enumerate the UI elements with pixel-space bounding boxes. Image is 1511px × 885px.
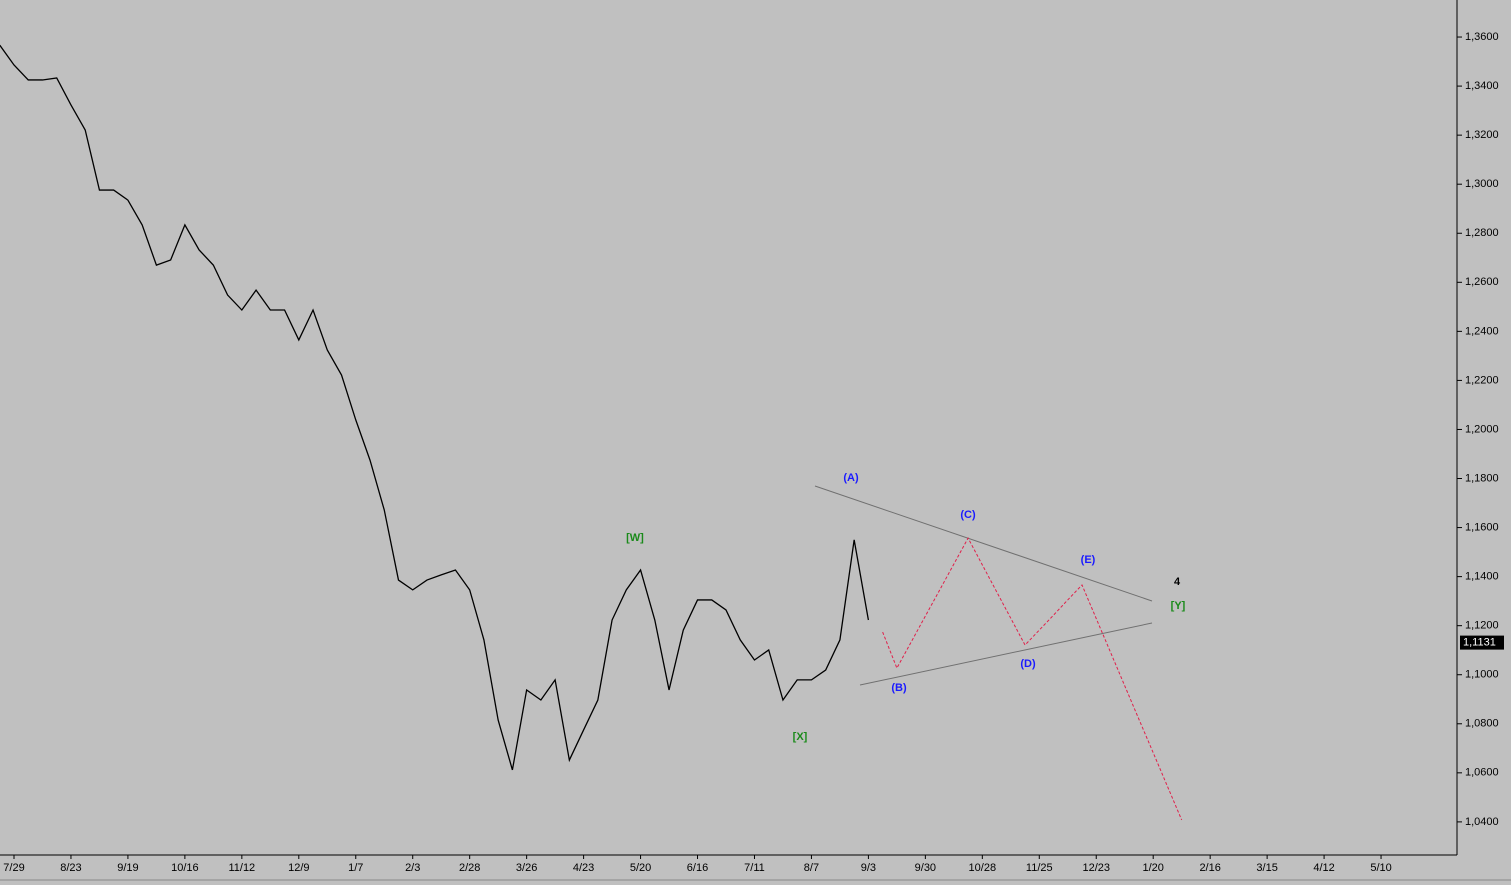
y-tick-label: 1,2600 [1465, 276, 1499, 288]
wave-label: (E) [1081, 554, 1096, 566]
x-tick-label: 10/16 [171, 862, 199, 874]
y-tick-label: 1,2000 [1465, 423, 1499, 435]
x-tick-label: 2/3 [405, 862, 420, 874]
x-tick-label: 1/7 [348, 862, 363, 874]
y-tick-label: 1,1200 [1465, 620, 1499, 632]
x-tick-label: 9/19 [117, 862, 138, 874]
y-tick-label: 1,0800 [1465, 718, 1499, 730]
wave-label: (C) [960, 509, 976, 521]
x-tick-label: 6/16 [687, 862, 708, 874]
x-tick-label: 8/7 [804, 862, 819, 874]
y-tick-label: 1,3200 [1465, 129, 1499, 141]
x-tick-label: 3/26 [516, 862, 537, 874]
y-tick-label: 1,2800 [1465, 227, 1499, 239]
y-tick-label: 1,1600 [1465, 521, 1499, 533]
y-tick-label: 1,1000 [1465, 669, 1499, 681]
wave-label: [X] [793, 731, 808, 743]
wave-label: 4 [1174, 576, 1181, 588]
wave-label: (A) [843, 472, 859, 484]
x-tick-label: 2/16 [1199, 862, 1220, 874]
last-price-label: 1,1131 [1463, 637, 1496, 649]
wave-label: (D) [1020, 658, 1036, 670]
x-tick-label: 5/20 [630, 862, 651, 874]
x-tick-label: 12/9 [288, 862, 309, 874]
wave-label: [W] [626, 532, 644, 544]
x-tick-label: 1/20 [1142, 862, 1163, 874]
y-tick-label: 1,3400 [1465, 80, 1499, 92]
price-line [882, 537, 1183, 821]
x-tick-label: 7/29 [3, 862, 24, 874]
x-tick-label: 2/28 [459, 862, 480, 874]
y-tick-label: 1,2400 [1465, 325, 1499, 337]
x-tick-label: 11/12 [228, 862, 255, 874]
price-line [0, 44, 870, 771]
y-tick-label: 1,1400 [1465, 571, 1499, 583]
x-tick-label: 4/23 [573, 862, 594, 874]
x-tick-label: 8/23 [60, 862, 81, 874]
x-tick-label: 11/25 [1026, 862, 1053, 874]
y-tick-label: 1,0400 [1465, 816, 1499, 828]
y-tick-label: 1,3000 [1465, 178, 1499, 190]
x-tick-label: 3/15 [1256, 862, 1277, 874]
x-tick-label: 5/10 [1370, 862, 1391, 874]
trendline-lower [859, 622, 1153, 686]
y-tick-label: 1,1800 [1465, 472, 1499, 484]
y-tick-label: 1,0600 [1465, 767, 1499, 779]
last-price-box [1460, 635, 1504, 650]
x-tick-label: 9/3 [861, 862, 876, 874]
x-tick-label: 10/28 [969, 862, 997, 874]
x-tick-label: 9/30 [915, 862, 936, 874]
wave-label: (B) [891, 682, 907, 694]
x-tick-label: 12/23 [1082, 862, 1110, 874]
y-tick-label: 1,3600 [1465, 31, 1499, 43]
wave-label: [Y] [1171, 600, 1186, 612]
x-tick-label: 7/11 [744, 862, 765, 874]
trendline-upper [814, 485, 1153, 602]
y-tick-label: 1,2200 [1465, 374, 1499, 386]
x-tick-label: 4/12 [1313, 862, 1334, 874]
